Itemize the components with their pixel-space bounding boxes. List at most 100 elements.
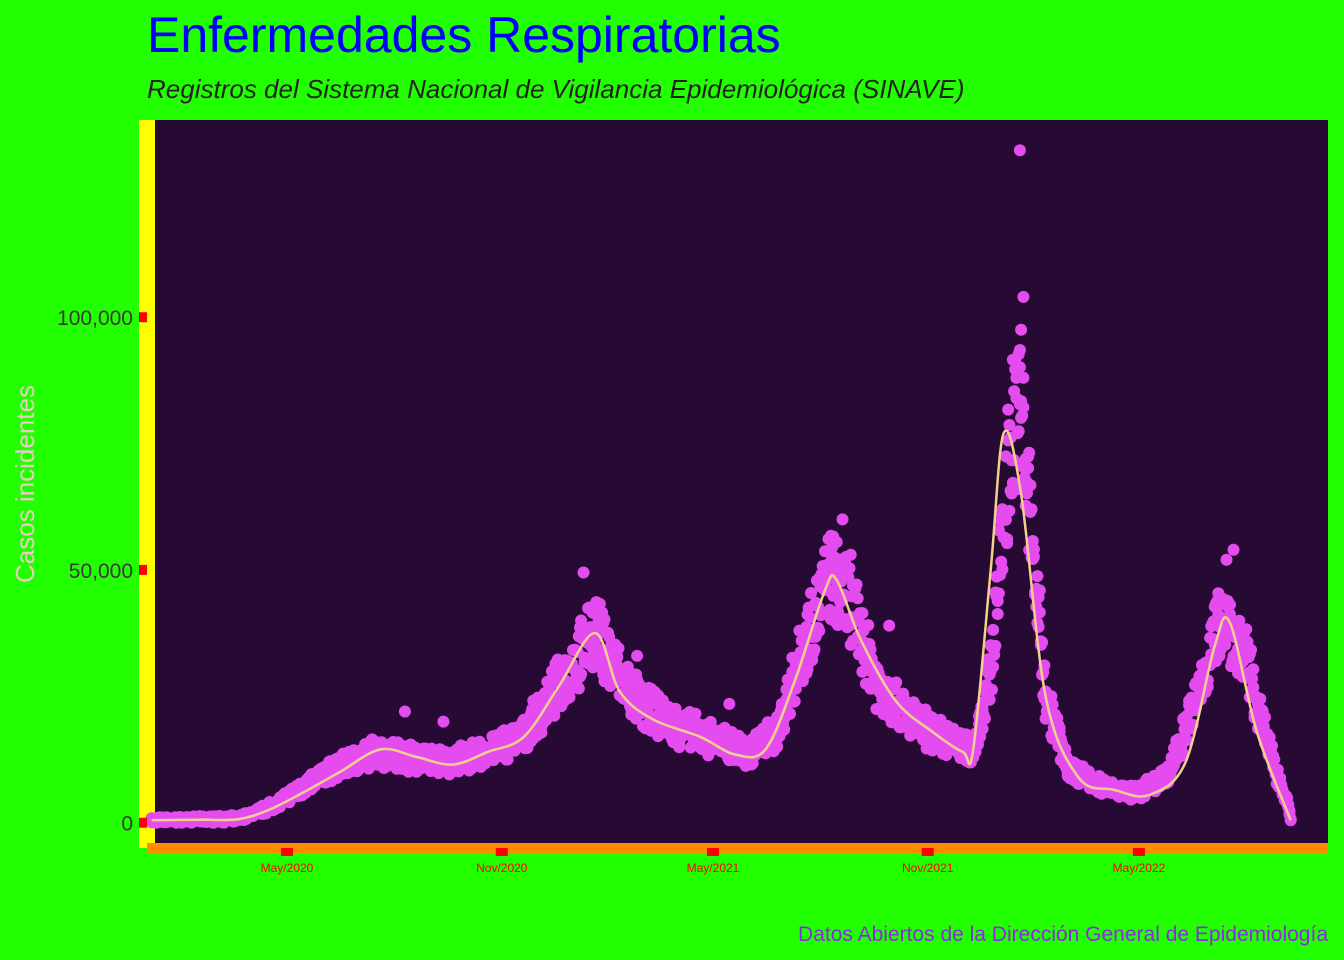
data-point-1513 (1027, 543, 1040, 556)
x-tick-mark-0 (281, 848, 293, 856)
chart-caption: Datos Abiertos de la Dirección General d… (798, 923, 1328, 946)
data-point-1920 (1266, 739, 1278, 752)
data-point-1877 (1240, 623, 1253, 636)
chart-title: Enfermedades Respiratorias (147, 7, 781, 63)
data-point-1523 (1033, 606, 1046, 619)
data-point-1518 (1031, 570, 1044, 583)
data-point-outlier-13 (883, 619, 896, 632)
x-tick-mark-4 (1132, 848, 1145, 856)
x-tick-mark-3 (921, 848, 934, 856)
plot-panel (147, 120, 1328, 848)
data-point-outlier-5 (836, 513, 849, 526)
data-point-1436 (983, 693, 996, 706)
data-point-1451 (991, 608, 1004, 620)
smooth-trend-line (151, 429, 1292, 822)
data-point-1095 (784, 707, 796, 720)
data-point-outlier-0 (1013, 144, 1026, 157)
data-point-outlier-10 (398, 705, 411, 718)
data-point-1909 (1259, 711, 1271, 724)
data-point-outlier-14 (723, 697, 736, 710)
data-point-outlier-1 (1017, 290, 1030, 303)
data-point-1888 (1247, 663, 1260, 676)
data-point-1774 (1180, 734, 1193, 747)
data-point-1507 (1024, 479, 1037, 492)
data-point-1129 (803, 611, 816, 624)
x-axis-line (147, 843, 1328, 853)
data-point-outlier-6 (844, 548, 857, 561)
data-point-outlier-12 (631, 649, 644, 662)
data-point-1865 (1233, 614, 1246, 627)
data-point-1440 (985, 683, 998, 696)
data-point-753 (584, 621, 597, 634)
y-tick-label-0: 0 (121, 813, 133, 836)
x-tick-label-1: Nov/2020 (476, 861, 528, 875)
data-point-outlier-7 (577, 566, 590, 579)
data-point-736 (575, 668, 588, 681)
data-point-1424 (976, 722, 989, 735)
y-tick-mark-2 (139, 312, 147, 323)
data-point-733 (572, 682, 585, 695)
data-point-1767 (1176, 746, 1189, 759)
data-point-1889 (1247, 681, 1260, 694)
data-point-1341 (927, 743, 940, 756)
chart-subtitle: Registros del Sistema Nacional de Vigila… (147, 74, 964, 104)
y-ticks: 0 50,000 100,000 (57, 307, 147, 836)
data-point-1197 (843, 562, 856, 575)
data-point-1557 (1053, 721, 1066, 734)
y-axis-line (139, 120, 155, 848)
data-point-801 (612, 642, 625, 655)
data-point-1072 (771, 740, 784, 753)
data-point-1505 (1023, 446, 1036, 459)
data-point-1103 (788, 695, 801, 708)
x-tick-mark-1 (495, 848, 508, 856)
data-point-776 (598, 613, 611, 626)
data-point-1174 (830, 536, 843, 548)
data-point-1428 (978, 712, 991, 725)
data-point-1487 (1012, 425, 1025, 438)
data-point-1886 (1246, 672, 1259, 685)
y-tick-label-2: 100,000 (57, 307, 133, 330)
data-point-1084 (778, 723, 791, 736)
data-point-1208 (850, 578, 863, 591)
data-point-669 (535, 726, 548, 739)
data-point-1458 (996, 563, 1009, 576)
data-point-1522 (1033, 584, 1046, 597)
data-point-1468 (1002, 403, 1015, 416)
data-point-1901 (1254, 692, 1267, 705)
y-tick-label-1: 50,000 (69, 560, 133, 583)
data-point-1467 (1001, 537, 1014, 550)
data-point-1848 (1224, 598, 1236, 611)
data-point-1144 (813, 624, 826, 637)
data-point-1218 (856, 607, 869, 620)
data-point-outlier-3 (1013, 344, 1026, 356)
data-point-1471 (1003, 504, 1016, 517)
data-point-outlier-11 (437, 715, 450, 728)
data-point-1443 (987, 660, 1000, 673)
data-point-1494 (1017, 401, 1030, 414)
data-point-1503 (1022, 462, 1035, 475)
data-point-1136 (808, 643, 821, 656)
data-point-1277 (890, 676, 903, 689)
data-point-1470 (1003, 419, 1016, 431)
data-point-1924 (1268, 753, 1281, 766)
data-point-1885 (1245, 643, 1257, 656)
data-point-1131 (805, 587, 817, 599)
data-point-1228 (862, 619, 875, 632)
data-point-outlier-9 (1220, 553, 1233, 566)
data-point-1544 (1046, 698, 1059, 711)
data-point-1509 (1025, 503, 1038, 516)
data-point-1210 (851, 592, 864, 605)
data-point-1442 (987, 623, 1000, 636)
data-point-outlier-2 (1015, 323, 1028, 336)
data-point-outlier-4 (1017, 371, 1030, 384)
data-point-691 (548, 709, 561, 722)
x-tick-label-3: Nov/2021 (902, 861, 954, 875)
y-tick-mark-1 (139, 564, 147, 575)
data-point-899 (669, 702, 682, 715)
x-tick-mark-2 (707, 848, 719, 856)
x-ticks: May/2020 Nov/2020 May/2021 Nov/2021 May/2022 (261, 848, 1166, 875)
data-point-1489 (1013, 361, 1026, 374)
data-point-933 (689, 707, 702, 720)
x-tick-label-2: May/2021 (687, 861, 740, 875)
